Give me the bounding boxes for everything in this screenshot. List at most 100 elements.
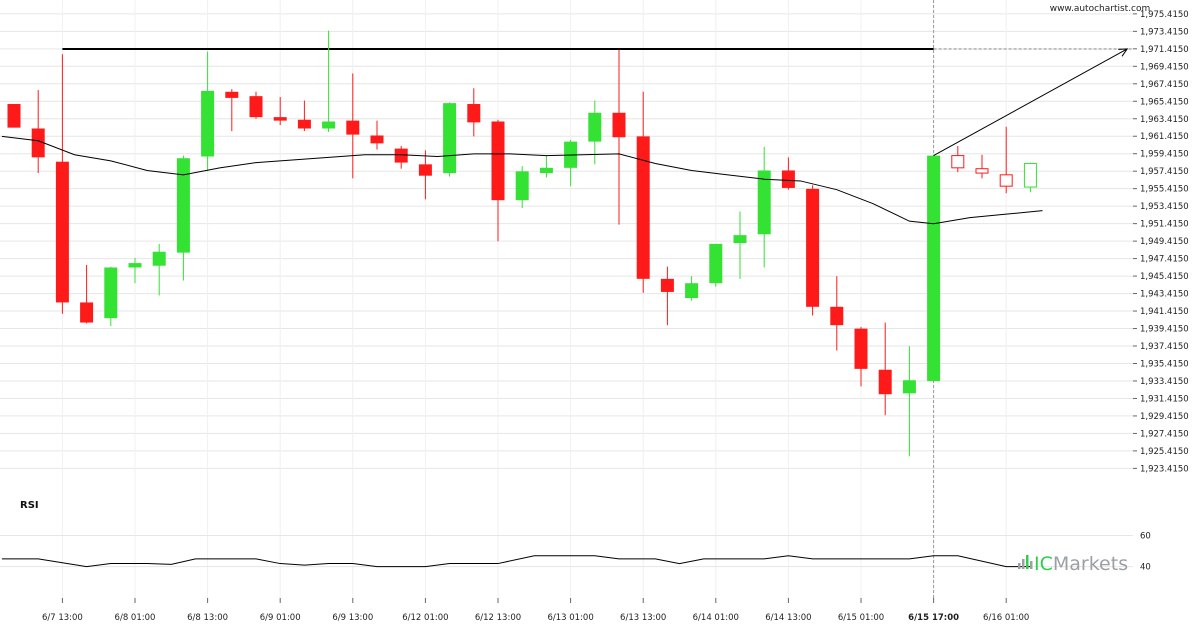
candle-body xyxy=(612,112,626,138)
price-tick-label: 1,971.4150 xyxy=(1140,45,1189,55)
candle-body xyxy=(249,96,263,118)
candle xyxy=(757,146,771,268)
candle-body xyxy=(951,155,965,169)
price-tick-label: 1,963.4150 xyxy=(1140,115,1189,125)
candle-body xyxy=(757,170,771,235)
candle-body xyxy=(878,369,892,395)
candle-body xyxy=(588,112,602,142)
candle xyxy=(660,266,674,326)
price-tick-label: 1,923.4150 xyxy=(1140,464,1189,474)
candle xyxy=(80,264,94,324)
time-tick-label: 6/12 13:00 xyxy=(475,613,521,623)
candle-body xyxy=(273,117,287,121)
broker-logo-bar xyxy=(1022,559,1025,569)
price-tick-label: 1,951.4150 xyxy=(1140,220,1189,230)
candle xyxy=(878,322,892,416)
rsi-line xyxy=(1,555,1031,568)
price-tick-label: 1,969.4150 xyxy=(1140,62,1189,72)
candle xyxy=(201,51,215,172)
broker-logo-text: ICMarkets xyxy=(1034,553,1128,575)
candle xyxy=(249,91,263,119)
moving-average-line xyxy=(1,135,1043,225)
time-tick-label: 6/14 01:00 xyxy=(693,613,739,623)
candle xyxy=(709,243,723,287)
candle xyxy=(322,30,336,132)
candle xyxy=(781,157,795,190)
candle-body xyxy=(781,170,795,188)
time-tick-label: 6/16 01:00 xyxy=(983,613,1029,623)
candle xyxy=(975,154,989,179)
candle xyxy=(297,100,311,132)
broker-logo: ICMarkets xyxy=(1018,553,1128,575)
candle-body xyxy=(975,168,989,174)
candle-body xyxy=(999,174,1013,187)
candle xyxy=(346,73,360,179)
candle-body xyxy=(806,188,820,307)
time-tick-label: 6/7 13:00 xyxy=(42,613,83,623)
price-tick-label: 1,961.4150 xyxy=(1140,132,1189,142)
price-tick-label: 1,937.4150 xyxy=(1140,342,1189,352)
broker-logo-bar xyxy=(1026,555,1029,569)
candle xyxy=(1023,162,1037,193)
candle xyxy=(902,346,916,457)
candle-body xyxy=(902,380,916,394)
candle xyxy=(491,119,505,242)
candle-body xyxy=(394,148,408,163)
candle xyxy=(564,139,578,187)
site-watermark: www.autochartist.com xyxy=(1050,4,1151,14)
candle-body xyxy=(733,235,747,243)
time-tick-label: 6/13 13:00 xyxy=(620,613,666,623)
candle-body xyxy=(830,306,844,326)
candle xyxy=(854,326,868,387)
price-tick-label: 1,959.4150 xyxy=(1140,150,1189,160)
price-tick-label: 1,949.4150 xyxy=(1140,237,1189,247)
candle-body xyxy=(31,128,45,158)
price-tick-label: 1,973.4150 xyxy=(1140,27,1189,37)
rsi-title: RSI xyxy=(20,500,39,511)
price-tick-label: 1,929.4150 xyxy=(1140,412,1189,422)
candle xyxy=(273,97,287,125)
candle xyxy=(830,276,844,351)
candle-body xyxy=(55,161,69,303)
candle xyxy=(176,155,190,281)
candle xyxy=(999,126,1013,194)
rsi-grid-lines xyxy=(0,535,1133,568)
candle xyxy=(7,104,21,128)
candle xyxy=(539,155,553,178)
price-tick-label: 1,947.4150 xyxy=(1140,255,1189,265)
candle xyxy=(927,154,941,382)
price-tick-label: 1,933.4150 xyxy=(1140,377,1189,387)
candle xyxy=(685,276,699,301)
candle-body xyxy=(128,263,142,268)
price-tick-label: 1,965.4150 xyxy=(1140,97,1189,107)
candle-body xyxy=(80,302,94,323)
broker-logo-bar xyxy=(1018,563,1021,569)
candle-body xyxy=(854,328,868,369)
candle-body xyxy=(927,155,941,382)
candle xyxy=(104,266,118,327)
candle-body xyxy=(515,171,529,201)
price-tick-label: 1,927.4150 xyxy=(1140,429,1189,439)
candle-body xyxy=(104,267,118,319)
price-tick-label: 1,955.4150 xyxy=(1140,185,1189,195)
rsi-tick-label: 60 xyxy=(1140,532,1151,542)
candle-body xyxy=(660,278,674,292)
candle-body xyxy=(322,121,336,129)
candle xyxy=(55,54,69,314)
price-tick-label: 1,975.4150 xyxy=(1140,10,1189,20)
price-tick-label: 1,941.4150 xyxy=(1140,307,1189,317)
time-axis-labels: 6/7 13:00 6/8 01:00 6/8 13:00 6/9 01:00 6/9 … xyxy=(42,598,1029,623)
candle xyxy=(370,120,384,150)
candle xyxy=(225,89,239,132)
time-tick-label: 6/14 13:00 xyxy=(765,613,811,623)
candle xyxy=(128,257,142,284)
price-tick-label: 1,935.4150 xyxy=(1140,359,1189,369)
candle-body xyxy=(539,167,553,174)
candle-body xyxy=(491,121,505,201)
candle-body xyxy=(297,119,311,129)
candle-body xyxy=(685,283,699,299)
candle-body xyxy=(225,91,239,98)
forecast-arrow-head xyxy=(1118,48,1129,57)
candle-body xyxy=(152,251,166,266)
candle xyxy=(31,90,45,174)
